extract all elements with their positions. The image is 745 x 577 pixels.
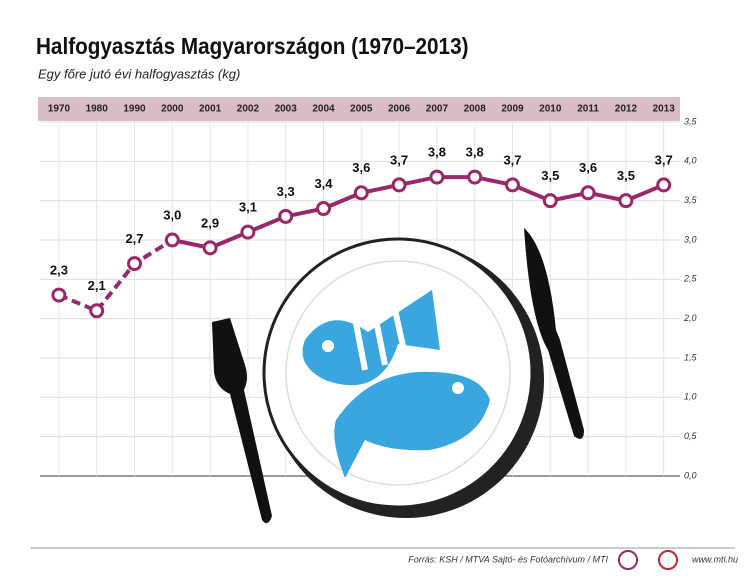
data-label: 3,5 [541,168,559,183]
x-tick-label: 1970 [48,104,71,115]
point [164,232,180,248]
illustration [212,228,584,524]
y-tick-label: 4,0 [684,156,697,166]
data-label: 3,4 [314,176,333,191]
x-tick-label: 2013 [653,104,676,115]
x-tick-label: 2000 [161,104,184,115]
data-label: 3,8 [466,145,484,160]
plate-rim [285,260,511,486]
y-tick-label: 0,5 [684,431,698,441]
y-tick-label: 3,5 [684,116,698,126]
fork [212,318,272,524]
data-label: 2,7 [125,231,143,246]
x-tick-label: 1990 [123,104,146,115]
chart-subtitle: Egy főre jutó évi halfogyasztás (kg) [38,66,240,81]
point [353,185,369,201]
data-label: 2,3 [50,263,68,278]
data-label: 3,8 [428,145,446,160]
point [89,303,105,319]
y-tick-label: 0,0 [684,470,697,480]
data-label: 3,7 [390,152,408,167]
point [618,193,634,209]
source: Forrás: KSH / MTVA Sajtó- és Fotóarchívu… [408,554,608,564]
data-label: 3,6 [352,160,370,175]
x-tick-label: 2012 [615,104,638,115]
data-label: 3,0 [163,207,181,222]
x-tick-label: 2007 [426,104,449,115]
point [580,185,596,201]
logo [618,550,638,570]
chart-title: Halfogyasztás Magyarországon (1970–2013) [36,33,468,59]
y-tick-label: 1,5 [684,352,698,362]
data-label: 2,1 [88,278,106,293]
point [429,169,445,185]
data-label: 3,7 [655,152,673,167]
point [316,201,331,217]
x-tick-label: 2009 [501,104,524,115]
knife [524,228,584,439]
x-tick-label: 2010 [539,104,562,115]
point [467,169,483,185]
data-label: 3,7 [503,152,521,167]
fish [334,371,490,478]
point [278,208,294,224]
x-tick-label: 1980 [86,104,109,115]
data-label: 3,1 [239,200,257,215]
data-label: 3,6 [579,160,597,175]
point [51,287,67,303]
data-label: 3,5 [617,168,635,183]
website: www.mti.hu [692,554,738,564]
x-tick-label: 2005 [350,104,373,115]
point [202,240,218,256]
x-tick-label: 2011 [577,104,599,115]
y-tick-label: 3,0 [684,234,697,244]
data-label: 2,9 [201,215,219,230]
x-tick-label: 2008 [464,104,487,115]
line [58,238,174,314]
point [240,224,256,240]
logo [658,550,678,570]
point [505,177,520,193]
x-tick-label: 2003 [275,104,298,115]
point [127,256,142,272]
y-tick-label: 3,5 [684,195,698,205]
x-tick-label: 2004 [312,104,335,115]
x-tick-label: 2002 [237,104,260,115]
point [656,177,672,193]
y-tick-label: 2,0 [683,313,697,323]
point [542,193,558,209]
y-tick-label: 2,5 [683,274,698,284]
plate [262,237,534,509]
x-tick-label: 2006 [388,104,411,115]
data-label: 3,3 [277,184,295,199]
fish-bones [302,290,440,386]
x-tick-label: 2001 [199,104,222,115]
y-tick-label: 1,0 [684,392,697,402]
point [391,177,407,193]
category-band [38,97,680,121]
